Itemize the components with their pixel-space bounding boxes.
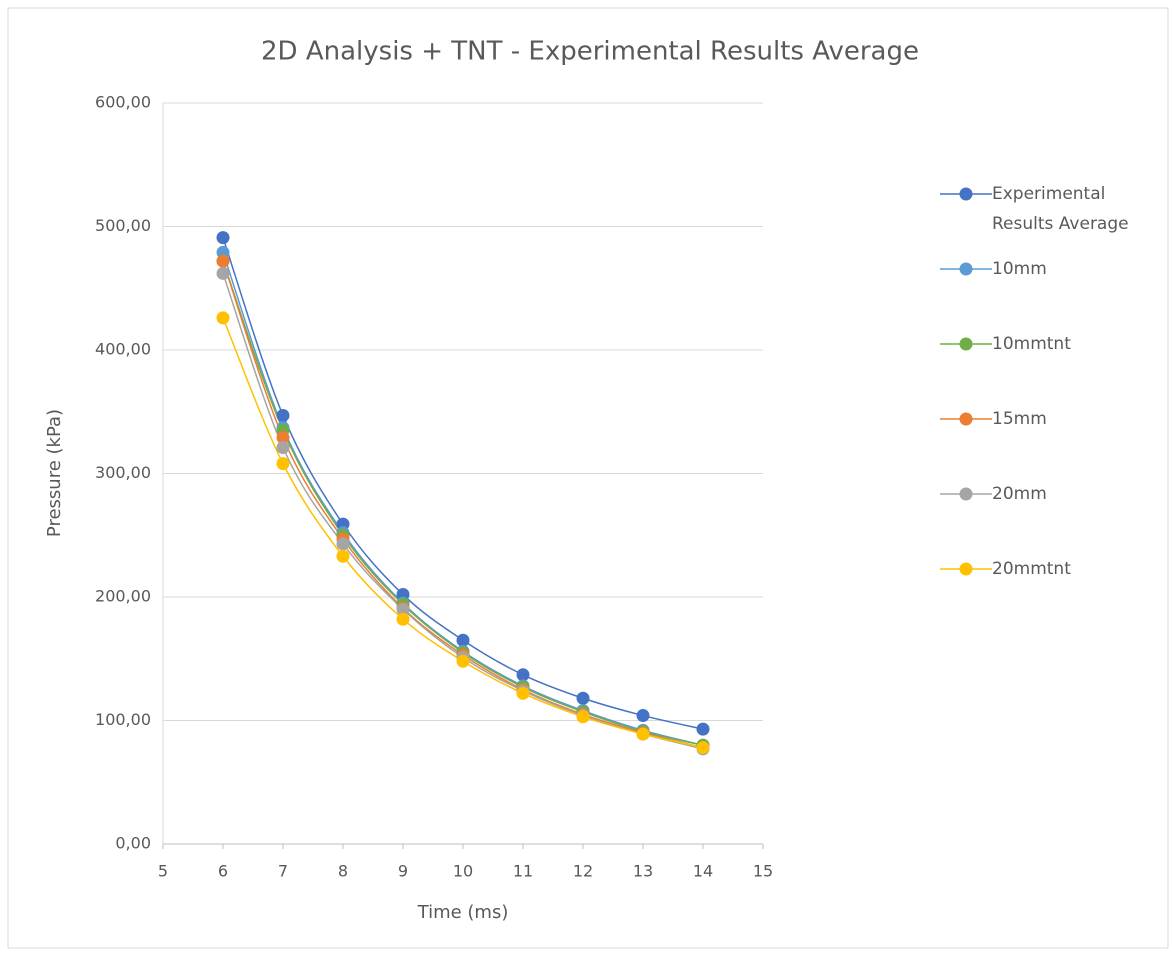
chart-title: 2D Analysis + TNT - Experimental Results… [261,37,919,67]
legend-key [940,187,992,201]
x-axis-title: Time (ms) [417,902,509,923]
x-tick-label: 9 [398,862,408,881]
legend-entry: 20mmtnt [940,557,1160,632]
y-tick-label: 400,00 [95,340,151,359]
marker [396,602,410,616]
legend-entry: 20mm [940,482,1160,557]
marker [216,311,230,325]
marker [276,431,290,445]
legend-marker [959,187,973,201]
x-tick-label: 8 [338,862,348,881]
legend-key [940,487,992,501]
legend-key [940,337,992,351]
y-tick-label: 100,00 [95,710,151,729]
marker [696,741,710,755]
x-tick-label: 11 [513,862,533,881]
marker [336,549,350,563]
legend-marker [959,262,973,276]
legend-entry: 10mm [940,257,1160,332]
legend-marker [959,412,973,426]
legend-marker [959,562,973,576]
marker [576,710,590,724]
y-tick-label: 0,00 [115,834,151,853]
marker [516,668,530,682]
y-tick-label: 200,00 [95,587,151,606]
x-tick-label: 15 [753,862,773,881]
legend-key [940,412,992,426]
legend-key [940,562,992,576]
legend-marker [959,487,973,501]
legend-label: 10mm [992,259,1047,279]
chart-frame [7,7,1169,949]
legend-label: 20mm [992,484,1047,504]
y-axis-title: Pressure (kPa) [44,409,65,537]
x-tick-label: 13 [633,862,653,881]
legend-entry: 15mm [940,407,1160,482]
marker [276,441,290,455]
marker [456,633,470,647]
x-tick-label: 12 [573,862,593,881]
legend-entry: Experimental Results Average [940,182,1160,257]
marker [696,722,710,736]
legend: Experimental Results Average 10mm 10mmtnt 1… [940,182,1160,632]
marker [636,727,650,741]
x-tick-label: 7 [278,862,288,881]
legend-label: Experimental Results Average [992,184,1129,234]
marker [216,254,230,268]
x-tick-label: 6 [218,862,228,881]
x-tick-label: 10 [453,862,473,881]
marker [276,457,290,471]
x-tick-label: 5 [158,862,168,881]
legend-entry: 10mmtnt [940,332,1160,407]
marker [216,266,230,280]
y-tick-label: 600,00 [95,93,151,112]
legend-label: 20mmtnt [992,559,1071,579]
legend-key [940,262,992,276]
legend-marker [959,337,973,351]
marker [516,686,530,700]
y-tick-label: 500,00 [95,216,151,235]
y-tick-label: 300,00 [95,463,151,482]
marker [636,709,650,723]
legend-label: 15mm [992,409,1047,429]
marker [456,654,470,668]
marker [216,231,230,245]
x-tick-label: 14 [693,862,713,881]
marker [276,408,290,422]
marker [336,537,350,551]
marker [576,691,590,705]
marker [396,612,410,626]
legend-label: 10mmtnt [992,334,1071,354]
